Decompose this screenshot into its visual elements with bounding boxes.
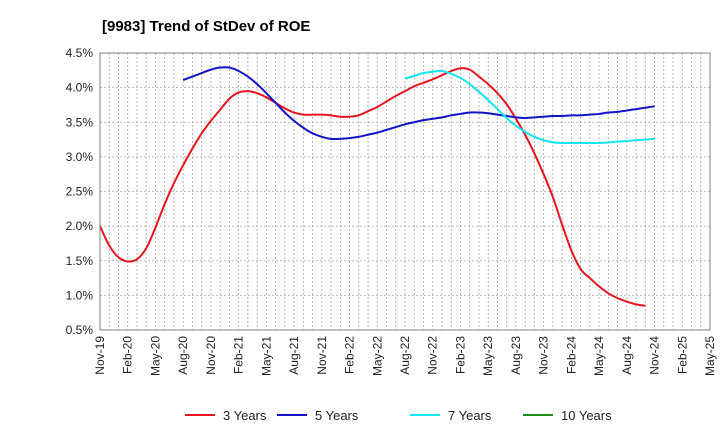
x-tick-label: Feb-25 bbox=[675, 336, 689, 374]
chart-title: [9983] Trend of StDev of ROE bbox=[102, 18, 310, 35]
y-tick-label: 1.5% bbox=[66, 254, 94, 268]
x-tick-label: Nov-22 bbox=[426, 336, 440, 375]
series-line-3-years bbox=[99, 67, 646, 307]
x-tick-label: Feb-21 bbox=[232, 336, 246, 374]
x-tick-label: May-20 bbox=[148, 336, 162, 376]
y-tick-label: 1.0% bbox=[66, 288, 94, 302]
x-tick-label: Nov-23 bbox=[537, 336, 551, 375]
x-tick-label: Aug-21 bbox=[287, 336, 301, 375]
x-tick-label: Aug-20 bbox=[176, 336, 190, 375]
x-tick-label: Nov-20 bbox=[204, 336, 218, 375]
plot-frame bbox=[99, 52, 711, 331]
x-tick-label: Feb-23 bbox=[453, 336, 467, 374]
x-tick-label: May-21 bbox=[259, 336, 273, 376]
x-tick-label: Nov-21 bbox=[315, 336, 329, 375]
legend-label: 10 Years bbox=[561, 408, 612, 423]
x-tick-label: Aug-22 bbox=[398, 336, 412, 375]
y-tick-label: 2.0% bbox=[66, 219, 94, 233]
series-line-5-years bbox=[182, 66, 655, 141]
gridlines bbox=[100, 53, 710, 330]
x-tick-label: Aug-23 bbox=[509, 336, 523, 375]
series-lines bbox=[99, 66, 655, 307]
x-tick-label: Feb-22 bbox=[343, 336, 357, 374]
legend: 3 Years 5 Years 7 Years 10 Years bbox=[185, 408, 612, 423]
y-axis: 0.5% 1.0% 1.5% 2.0% 2.5% 3.0% 3.5% 4.0% 4.5% bbox=[66, 46, 94, 337]
x-tick-label: Nov-24 bbox=[648, 336, 662, 375]
series-line-7-years bbox=[404, 69, 655, 145]
y-tick-label: 4.5% bbox=[66, 46, 94, 60]
x-tick-label: May-25 bbox=[703, 336, 717, 376]
y-tick-label: 4.0% bbox=[66, 81, 94, 95]
x-tick-label: Aug-24 bbox=[620, 336, 634, 375]
x-tick-label: Feb-20 bbox=[121, 336, 135, 374]
x-tick-label: Feb-24 bbox=[564, 336, 578, 374]
x-tick-label: Nov-19 bbox=[93, 336, 107, 375]
x-tick-label: May-24 bbox=[592, 336, 606, 376]
legend-label: 7 Years bbox=[448, 408, 492, 423]
y-tick-label: 3.0% bbox=[66, 150, 94, 164]
legend-label: 5 Years bbox=[315, 408, 359, 423]
y-tick-label: 2.5% bbox=[66, 185, 94, 199]
y-tick-label: 3.5% bbox=[66, 115, 94, 129]
legend-label: 3 Years bbox=[223, 408, 267, 423]
x-axis: Nov-19 Feb-20 May-20 Aug-20 Nov-20 Feb-21 May-… bbox=[93, 336, 717, 376]
x-tick-label: May-22 bbox=[370, 336, 384, 376]
plot-area bbox=[99, 52, 711, 331]
x-tick-label: May-23 bbox=[481, 336, 495, 376]
y-tick-label: 0.5% bbox=[66, 323, 94, 337]
